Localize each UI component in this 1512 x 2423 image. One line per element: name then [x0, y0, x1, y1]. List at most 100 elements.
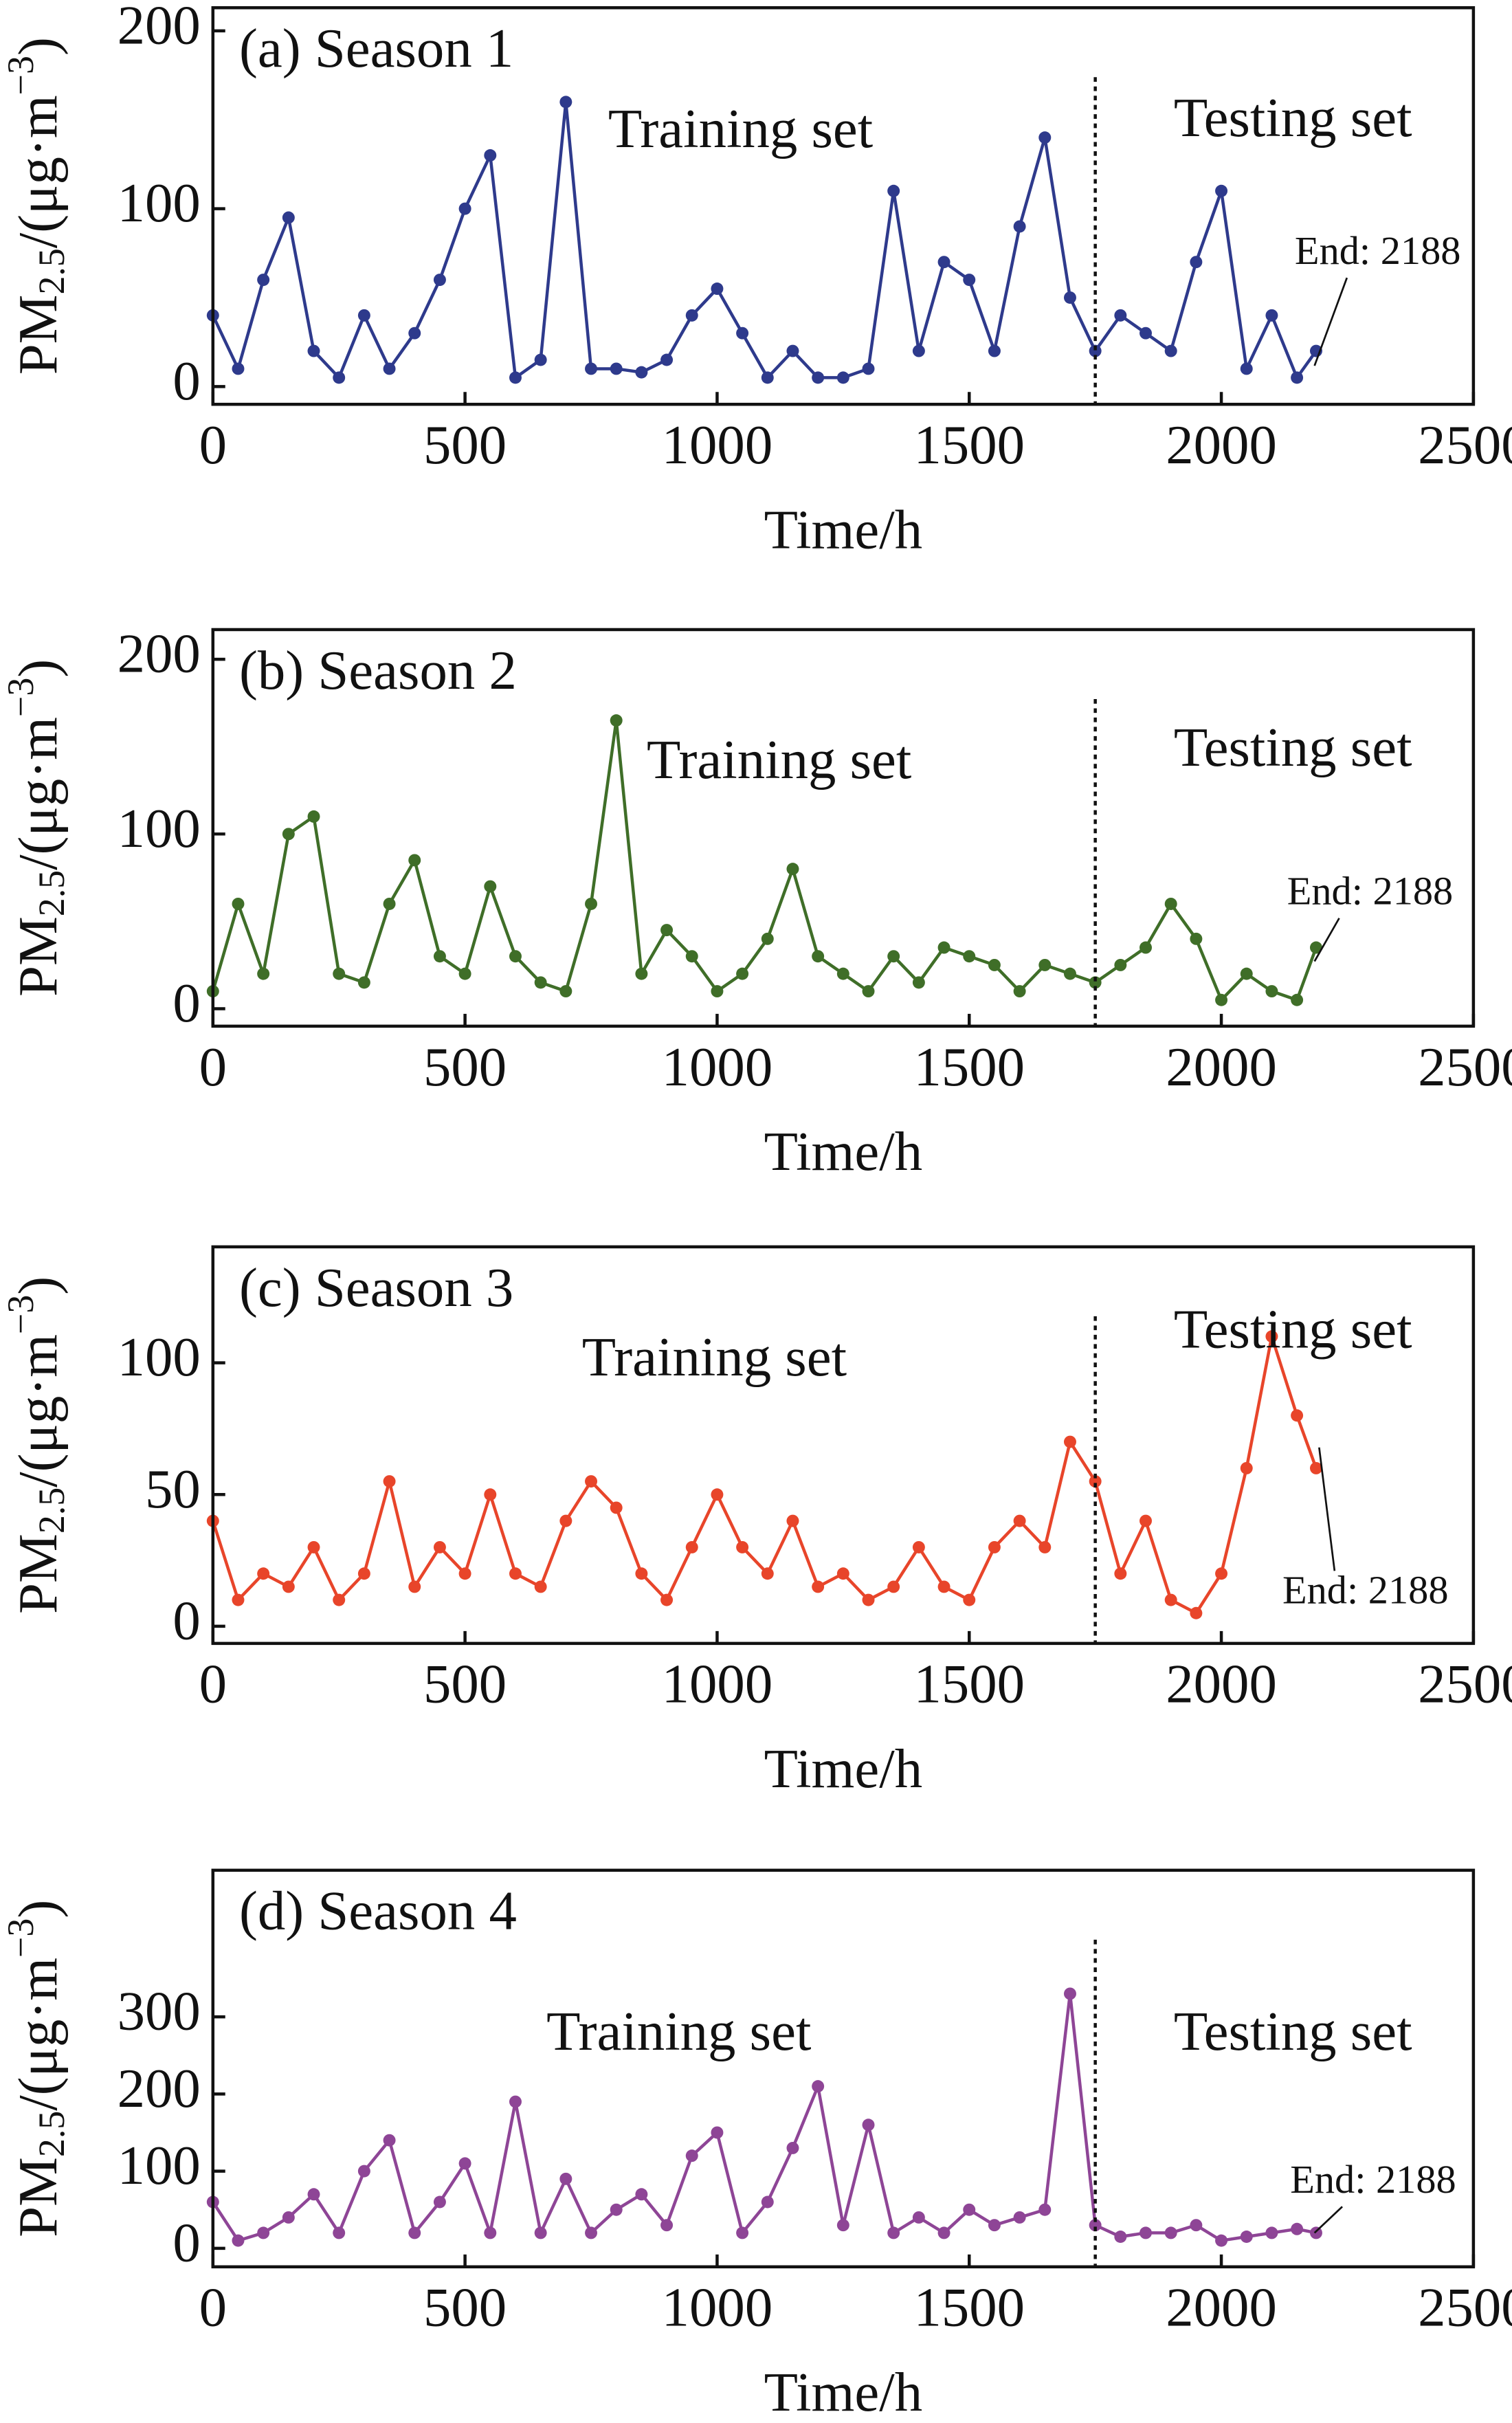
point: [333, 1593, 346, 1606]
point: [660, 2219, 674, 2232]
point: [862, 985, 875, 998]
point: [761, 2195, 774, 2209]
point: [1310, 1461, 1322, 1474]
point: [408, 2226, 421, 2239]
plot-frame: [211, 6, 1476, 406]
point: [711, 283, 724, 296]
annotation: End: 2188: [1287, 868, 1454, 913]
leader: [1313, 2206, 1343, 2234]
point: [610, 714, 623, 727]
point: [1190, 2219, 1203, 2232]
point: [937, 1580, 950, 1593]
point: [585, 2226, 597, 2239]
point: [1215, 2234, 1228, 2247]
point: [1265, 985, 1278, 998]
point: [1063, 967, 1076, 980]
annotation: Testing set: [1174, 2001, 1412, 2062]
point: [458, 202, 471, 215]
y-axis-label-part: PM: [7, 916, 68, 997]
point: [1038, 1540, 1052, 1553]
x-tick-label: 500: [423, 1654, 507, 1715]
point: [307, 2188, 320, 2201]
x-tick-label: 2000: [1166, 1654, 1277, 1715]
plot-frame: [211, 1245, 1476, 1646]
point: [534, 353, 547, 366]
point: [585, 1475, 597, 1488]
point: [610, 362, 623, 375]
leader: [1313, 918, 1340, 962]
point: [534, 976, 547, 989]
y-axis-label-part: 2.5: [31, 870, 72, 916]
point: [357, 976, 370, 989]
point: [232, 1593, 245, 1606]
annotation: End: 2188: [1295, 228, 1461, 273]
point: [282, 211, 295, 224]
panel-title: (d) Season 4: [239, 1881, 517, 1942]
point: [458, 967, 471, 980]
point: [736, 967, 749, 980]
point: [937, 2226, 950, 2239]
point: [761, 371, 774, 384]
point: [1240, 1461, 1253, 1474]
x-tick-label: 0: [199, 2277, 227, 2338]
point: [509, 2095, 522, 2108]
point: [887, 2226, 900, 2239]
point: [685, 1540, 698, 1553]
point: [1038, 2203, 1052, 2216]
point: [1164, 2226, 1177, 2239]
point: [433, 2195, 446, 2209]
y-axis-label-part: /(μg·m: [7, 95, 68, 248]
point: [1215, 184, 1228, 197]
x-tick-label: 500: [423, 2277, 507, 2338]
point: [1265, 2226, 1278, 2239]
y-tick-label: 200: [118, 2058, 201, 2119]
panel-title: (c) Season 3: [239, 1257, 513, 1318]
point: [912, 2211, 925, 2224]
point: [1190, 1606, 1203, 1619]
point: [937, 941, 950, 954]
point: [484, 2226, 497, 2239]
point: [307, 810, 320, 823]
point: [484, 1488, 497, 1501]
point: [333, 2226, 346, 2239]
point: [1089, 1475, 1102, 1488]
point: [458, 2157, 471, 2170]
point: [257, 274, 270, 287]
point: [282, 828, 295, 841]
y-axis-label-part: −3: [0, 1918, 41, 1958]
y-tick-label: 200: [118, 623, 201, 685]
point: [812, 2080, 825, 2093]
point: [383, 2134, 396, 2147]
point: [761, 1567, 774, 1580]
point: [736, 327, 749, 340]
point: [1139, 1514, 1152, 1527]
point: [484, 880, 497, 893]
y-tick-label: 0: [173, 2212, 200, 2273]
point: [660, 353, 674, 366]
point: [988, 958, 1001, 971]
x-axis-label: Time/h: [764, 500, 923, 561]
point: [1164, 897, 1177, 910]
point: [685, 309, 698, 322]
point: [1139, 327, 1152, 340]
annotation: Training set: [546, 2001, 811, 2062]
point: [988, 2219, 1001, 2232]
y-axis-label: PM2.5/(μg·m−3): [0, 659, 72, 997]
point: [610, 2203, 623, 2216]
point: [812, 950, 825, 963]
point: [1215, 1567, 1228, 1580]
point: [711, 985, 724, 998]
annotation: End: 2188: [1282, 1567, 1449, 1612]
point: [383, 897, 396, 910]
point: [408, 1580, 421, 1593]
point: [433, 274, 446, 287]
y-tick-label: 50: [145, 1459, 201, 1520]
point: [585, 362, 597, 375]
point: [786, 2141, 799, 2154]
point: [862, 1593, 875, 1606]
